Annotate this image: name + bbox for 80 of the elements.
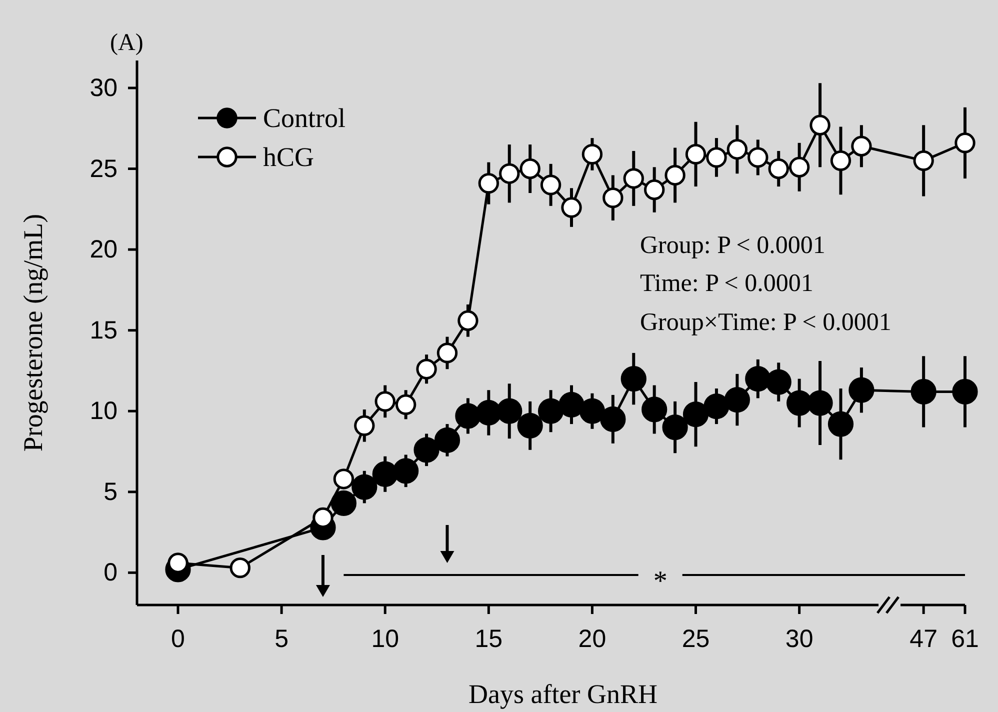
point — [766, 369, 792, 395]
point — [642, 396, 668, 422]
point — [558, 392, 584, 418]
point — [540, 174, 562, 196]
point — [745, 366, 771, 392]
point — [830, 150, 852, 172]
annotation: Time: P < 0.0001 — [640, 270, 814, 297]
point — [333, 468, 354, 490]
point — [910, 378, 936, 405]
x-tick-label: 47 — [910, 625, 938, 653]
point — [848, 377, 874, 403]
y-tick-label: 20 — [90, 236, 118, 264]
point — [706, 147, 727, 168]
point — [499, 163, 520, 184]
point — [644, 179, 665, 200]
point — [682, 402, 709, 428]
point — [478, 172, 500, 194]
point — [434, 427, 460, 453]
x-axis-title: Days after GnRH — [468, 679, 658, 709]
annotation: Group: P < 0.0001 — [640, 232, 826, 259]
x-tick-label: 61 — [951, 625, 979, 653]
point — [582, 144, 603, 165]
y-tick-label: 30 — [90, 74, 118, 102]
point — [704, 393, 730, 420]
point — [828, 411, 854, 437]
point — [496, 398, 522, 424]
point — [330, 490, 356, 516]
point — [952, 378, 978, 405]
point — [726, 139, 748, 160]
text: (A) — [110, 30, 144, 56]
point — [436, 342, 458, 364]
x-tick-label: 25 — [682, 625, 710, 653]
point — [810, 114, 830, 136]
x-tick-label: 10 — [371, 625, 400, 653]
point — [913, 150, 934, 172]
point — [662, 414, 688, 440]
point — [538, 398, 564, 424]
point — [579, 398, 606, 424]
point — [372, 461, 398, 487]
point — [393, 458, 419, 484]
point — [602, 188, 624, 208]
y-axis-title: Progesterone (ng/mL) — [18, 214, 48, 452]
x-tick-label: 5 — [274, 625, 289, 653]
point — [374, 391, 396, 412]
point — [620, 366, 646, 392]
point — [458, 310, 478, 331]
point — [416, 358, 437, 380]
point — [768, 158, 789, 180]
point — [685, 144, 706, 165]
y-tick-label: 15 — [90, 316, 118, 344]
x-tick-label: 20 — [578, 625, 606, 653]
legend-label: Control — [263, 103, 346, 133]
point — [455, 403, 481, 429]
point — [476, 400, 502, 426]
point — [788, 156, 810, 178]
point — [414, 437, 440, 463]
y-tick-label: 0 — [104, 558, 118, 587]
point — [517, 412, 543, 438]
y-tick-label: 25 — [90, 154, 118, 183]
annotation: * — [653, 566, 668, 597]
annotation: Group×Time: P < 0.0001 — [640, 309, 892, 336]
point — [724, 387, 750, 413]
point — [600, 406, 626, 432]
point — [354, 415, 375, 436]
legend-label: hCG — [263, 142, 314, 172]
point — [664, 164, 686, 186]
y-tick-label: 5 — [104, 478, 118, 506]
point — [748, 147, 768, 168]
point — [851, 136, 872, 156]
point — [954, 132, 976, 154]
point — [395, 394, 416, 415]
point — [230, 558, 250, 578]
point — [561, 197, 582, 218]
x-tick-label: 30 — [785, 625, 814, 653]
x-tick-label: 15 — [474, 625, 503, 653]
y-tick-label: 10 — [90, 397, 118, 426]
point — [352, 474, 378, 500]
x-tick-label: 0 — [171, 625, 185, 653]
point — [623, 168, 644, 189]
point — [520, 158, 540, 180]
